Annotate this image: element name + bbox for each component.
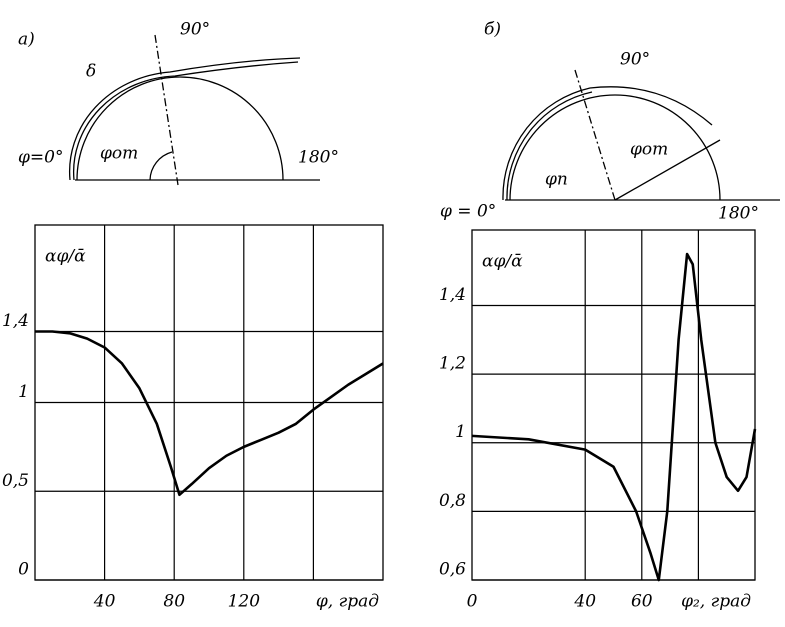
x-tick-label: 60 [631, 592, 653, 612]
y-tick-label: 1,2 [439, 354, 466, 374]
diagram-label: 180° [298, 148, 339, 168]
boundary-layer [502, 86, 713, 201]
y-axis-label: αφ/ᾱ [482, 252, 523, 272]
x-tick-label: 0 [467, 592, 478, 612]
x-tick-label: 40 [573, 592, 596, 612]
diagram-label: 90° [620, 50, 650, 70]
series-line [471, 252, 757, 582]
axis [154, 34, 179, 186]
x-tick-label: 40 [93, 592, 116, 612]
y-tick-label: 1 [455, 422, 466, 442]
axis [574, 69, 616, 201]
y-tick-label: 1 [18, 382, 29, 402]
cylinder [76, 76, 284, 181]
diagram-label: 90° [180, 20, 210, 40]
diagram-label: δ [86, 62, 96, 82]
diagram-label: φп [545, 170, 568, 190]
y-tick-label: 0,5 [2, 471, 29, 491]
y-tick-label: 1,4 [439, 285, 466, 305]
diagram-label: φот [100, 144, 138, 164]
y-tick-label: 0,8 [439, 491, 466, 511]
axis [614, 139, 721, 201]
panel-label: б) [484, 20, 501, 40]
x-tick-label: 80 [163, 592, 185, 612]
y-tick-label: 0 [18, 560, 29, 580]
diagram-label: 180° [718, 204, 759, 224]
plot-frame [471, 229, 756, 581]
boundary-layer [68, 57, 301, 181]
diagram-label: φот [630, 140, 668, 160]
y-axis-label: αφ/ᾱ [45, 247, 86, 267]
y-tick-label: 1,4 [2, 311, 29, 331]
diagram-label: φ = 0° [440, 202, 496, 222]
diagram-label: φ=0° [18, 148, 63, 168]
x-axis-label: φ₂, град [681, 592, 751, 612]
angle-arc [149, 151, 173, 181]
panel-label: а) [18, 30, 35, 50]
series-line [35, 330, 384, 497]
y-tick-label: 0,6 [439, 560, 466, 580]
x-axis-label: φ, град [316, 592, 379, 612]
cylinder [509, 94, 721, 201]
x-tick-label: 120 [228, 592, 261, 612]
